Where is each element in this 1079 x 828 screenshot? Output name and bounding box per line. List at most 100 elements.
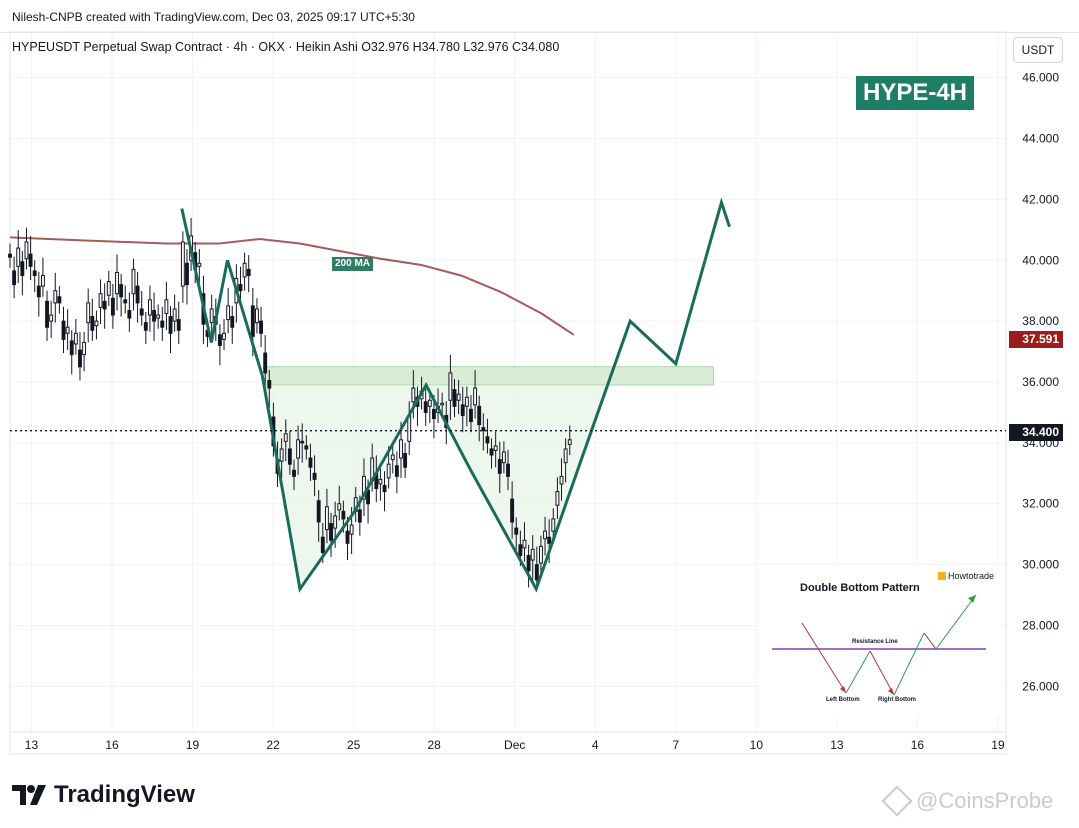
last-price-tag: 34.400 <box>1009 424 1063 441</box>
price-tick-label: 44.000 <box>1022 132 1059 146</box>
candle-body <box>164 299 169 315</box>
candle-body <box>156 314 161 319</box>
candle <box>378 468 383 501</box>
candle-body <box>464 396 469 407</box>
time-tick-label: 28 <box>427 738 441 752</box>
candle-body <box>259 320 264 334</box>
candle <box>106 270 111 306</box>
candle-body <box>448 372 453 401</box>
candle-body <box>341 510 346 520</box>
inset-left-bottom-label: Left Bottom <box>826 697 860 703</box>
inset-illustration <box>772 594 986 696</box>
candle-body <box>8 253 12 258</box>
candle-body <box>485 436 490 444</box>
candle-body <box>382 484 387 493</box>
candle <box>40 257 45 297</box>
candle <box>131 258 136 311</box>
candle-body <box>522 539 527 549</box>
candle <box>143 312 148 344</box>
candle <box>497 441 502 494</box>
candle-body <box>45 300 49 328</box>
watermark-text: @CoinsProbe <box>916 788 1054 813</box>
candle <box>78 332 82 381</box>
candle <box>53 272 58 323</box>
candle-body <box>32 270 37 276</box>
tradingview-logo-text: TradingView <box>54 781 195 808</box>
candle <box>73 319 78 355</box>
candle <box>156 304 161 329</box>
candle <box>32 260 37 293</box>
candle-body <box>123 299 128 304</box>
candle <box>24 227 29 270</box>
candle-body <box>69 340 74 356</box>
candle-body <box>337 503 342 511</box>
candle-body <box>263 352 268 374</box>
candle-body <box>131 268 136 295</box>
creator-caption: Nilesh-CNPB created with TradingView.com… <box>12 10 415 24</box>
candle-body <box>427 399 432 407</box>
candle-body <box>209 308 214 324</box>
inset-breakout <box>935 594 977 650</box>
candle <box>90 298 95 341</box>
candle-body <box>246 268 251 276</box>
candle-body <box>24 241 29 260</box>
candle-body <box>304 445 309 450</box>
candle-body <box>90 316 95 331</box>
candle-body <box>501 451 506 464</box>
candle-body <box>139 308 144 316</box>
candle <box>246 255 251 293</box>
candle <box>259 306 264 347</box>
candle-body <box>316 500 321 523</box>
candle-body <box>185 262 189 286</box>
candle-body <box>300 440 305 444</box>
candle <box>567 425 572 456</box>
candle-body <box>481 427 486 432</box>
candle-body <box>49 314 54 322</box>
candle-body <box>230 316 235 328</box>
candle <box>119 273 124 317</box>
candle <box>69 330 74 375</box>
currency-button[interactable]: USDT <box>1013 37 1063 63</box>
candle-body <box>168 316 173 334</box>
candle <box>362 458 366 516</box>
candle-body <box>12 270 17 286</box>
candle-body <box>555 491 560 506</box>
candle-body <box>390 454 395 461</box>
inset-second-drop <box>869 650 895 696</box>
candle-body <box>57 296 62 304</box>
time-tick-label: 4 <box>592 738 599 752</box>
time-axis: 13 16 19 22 25 28 Dec 4 7 10 13 16 19 <box>25 738 1005 752</box>
time-tick-label: 22 <box>266 738 280 752</box>
resistance-zone <box>264 366 714 386</box>
inset-downtrend <box>801 622 847 694</box>
candle <box>168 305 173 354</box>
candle-body <box>61 320 66 340</box>
candle <box>94 310 99 340</box>
candle-body <box>362 475 366 500</box>
candle-body <box>543 530 547 540</box>
candle <box>324 488 329 544</box>
candle <box>267 369 272 408</box>
candle <box>82 331 87 372</box>
price-tick-label: 32.000 <box>1022 497 1059 511</box>
candle <box>481 413 486 451</box>
candle-body <box>357 509 362 523</box>
candle <box>316 490 321 542</box>
candle <box>555 477 560 519</box>
candle <box>127 292 132 332</box>
candle-body <box>489 448 494 456</box>
pattern-layer <box>180 197 731 593</box>
candle <box>304 435 309 460</box>
double-bottom-inset: Howtotrade Double Bottom Pattern Resista… <box>760 565 1000 715</box>
candle-body <box>551 518 556 532</box>
candle-body <box>119 284 124 298</box>
candle-body <box>106 281 111 296</box>
candle-body <box>440 402 445 406</box>
candle <box>543 516 547 556</box>
candle-body <box>82 341 87 356</box>
candle-body <box>526 554 531 572</box>
candle-body <box>242 262 247 278</box>
pattern-shade <box>262 375 611 589</box>
candle-body <box>20 261 25 276</box>
